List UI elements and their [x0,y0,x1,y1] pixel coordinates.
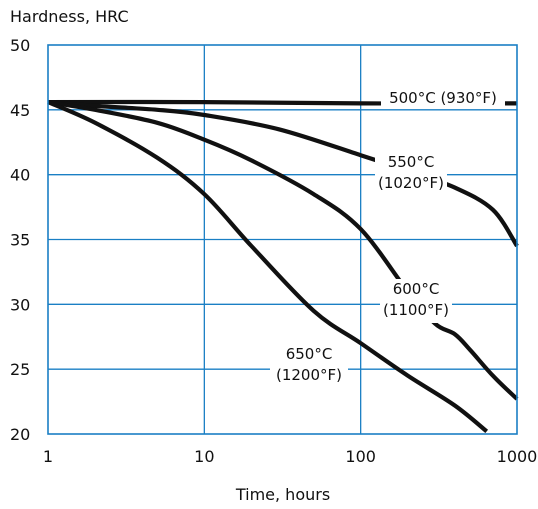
y-tick-label: 30 [10,295,30,314]
series-line-550c [47,100,519,248]
label-layer: 500°C (930°F) 550°C (1020°F) 600°C (1100°F) 6… [270,88,505,388]
y-tick-label: 20 [10,425,30,444]
y-tick-label: 45 [10,101,30,120]
curve-label-background [380,279,452,323]
y-tick-label: 50 [10,36,30,55]
curve-label-600c: 600°C [393,280,440,298]
curve-label-600c: (1100°F) [383,301,449,319]
curve-label-background [270,344,348,388]
x-tick-label: 10 [194,447,214,466]
curve-label-550c: (1020°F) [378,174,444,192]
y-tick-label: 35 [10,231,30,250]
y-tick-label: 40 [10,166,30,185]
curve-label-500c: 500°C (930°F) [389,89,497,107]
curve-label-650c: (1200°F) [276,366,342,384]
x-tick-label: 1 [43,447,53,466]
x-axis-title: Time, hours [235,485,330,504]
curve-label-background [375,152,447,196]
series-line-600c [47,100,519,401]
curve-label-background [381,88,505,108]
curve-label-650c: 650°C [286,345,333,363]
x-tick-label: 1000 [497,447,538,466]
y-axis-title: Hardness, HRC [10,7,129,26]
series-line-650c [47,100,489,434]
tick-layer: 20 25 30 35 40 45 50 1 10 100 1000 [10,36,537,466]
x-tick-label: 100 [345,447,376,466]
curve-label-550c: 550°C [388,153,435,171]
y-tick-label: 25 [10,360,30,379]
plot-frame [47,44,518,435]
